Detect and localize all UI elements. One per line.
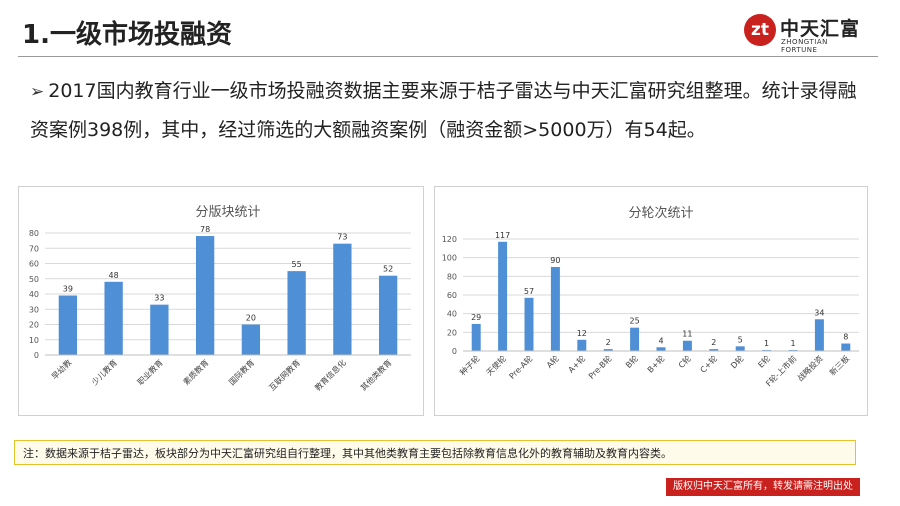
bar bbox=[150, 304, 169, 355]
y-tick-label: 0 bbox=[452, 347, 457, 356]
category-label: 国际教育 bbox=[227, 357, 257, 387]
logo-mark-icon: zt bbox=[744, 14, 776, 46]
y-tick-label: 100 bbox=[442, 254, 457, 263]
bar bbox=[577, 339, 587, 351]
bar bbox=[104, 281, 123, 355]
bar bbox=[333, 243, 352, 355]
sector-chart: 分版块统计 0 10 20 30 40 50 60 70 80 39 早幼教 48 少儿教育 33 职业教育 7… bbox=[18, 186, 424, 416]
bar bbox=[735, 346, 745, 351]
bar bbox=[195, 236, 215, 355]
data-label: 25 bbox=[630, 317, 640, 326]
category-label: B轮 bbox=[623, 353, 640, 370]
intro-text: 2017国内教育行业一级市场投融资数据主要来源于桔子雷达与中天汇富研究组整理。统… bbox=[30, 80, 857, 141]
bar bbox=[656, 347, 666, 351]
y-tick-label: 30 bbox=[29, 305, 39, 314]
data-label: 2 bbox=[606, 338, 611, 347]
data-label: 11 bbox=[682, 330, 692, 339]
data-label: 78 bbox=[200, 225, 210, 234]
source-note: 注：数据来源于桔子雷达，板块部分为中天汇富研究组自行整理，其中其他类教育主要包括… bbox=[14, 440, 856, 465]
category-label: 天使轮 bbox=[484, 353, 508, 377]
y-tick-label: 60 bbox=[29, 260, 39, 269]
bar bbox=[471, 323, 481, 351]
data-label: 48 bbox=[109, 271, 119, 280]
bar bbox=[287, 271, 306, 355]
category-label: 种子轮 bbox=[458, 353, 482, 377]
y-tick-label: 10 bbox=[29, 336, 39, 345]
y-tick-label: 0 bbox=[34, 351, 39, 360]
y-tick-label: 120 bbox=[442, 235, 457, 244]
y-tick-label: 50 bbox=[29, 275, 39, 284]
category-label: C+轮 bbox=[698, 353, 719, 374]
y-tick-label: 80 bbox=[29, 229, 39, 238]
bar bbox=[603, 349, 613, 351]
bullet-arrow-icon: ➢ bbox=[30, 82, 45, 102]
category-label: 教育信息化 bbox=[312, 357, 347, 392]
category-label: Pre-A轮 bbox=[507, 353, 535, 381]
data-label: 12 bbox=[577, 329, 587, 338]
bar bbox=[498, 241, 508, 351]
category-label: A轮 bbox=[544, 353, 561, 370]
data-label: 117 bbox=[495, 231, 510, 240]
data-label: 5 bbox=[738, 335, 743, 344]
bar bbox=[814, 319, 824, 351]
data-label: 55 bbox=[292, 260, 302, 269]
logo-text-cn: 中天汇富 bbox=[780, 18, 861, 40]
title-divider bbox=[18, 56, 878, 57]
data-label: 34 bbox=[814, 308, 824, 317]
category-label: 素质教育 bbox=[181, 357, 211, 387]
category-label: 互联网教育 bbox=[267, 357, 302, 392]
category-label: 职业教育 bbox=[135, 357, 165, 387]
intro-paragraph: ➢ 2017国内教育行业一级市场投融资数据主要来源于桔子雷达与中天汇富研究组整理。… bbox=[30, 72, 860, 149]
data-label: 90 bbox=[550, 256, 560, 265]
data-label: 1 bbox=[764, 339, 769, 348]
category-label: 其他类教育 bbox=[358, 357, 393, 392]
bar bbox=[709, 349, 719, 351]
chart-title: 分版块统计 bbox=[195, 205, 260, 220]
page-title: 1.一级市场投融资 bbox=[22, 20, 232, 50]
bar bbox=[58, 295, 78, 355]
company-logo: zt 中天汇富 ZHONGTIAN FORTUNE bbox=[744, 14, 864, 54]
category-label: C轮 bbox=[676, 353, 693, 370]
data-label: 29 bbox=[471, 313, 481, 322]
round-chart-svg: 分轮次统计 0 20 40 60 80 100 120 29 种子轮 117 天使轮 57 Pre-A轮 9… bbox=[442, 205, 859, 388]
y-tick-label: 20 bbox=[447, 328, 457, 337]
copyright-footer: 版权归中天汇富所有，转发请需注明出处 bbox=[666, 478, 860, 496]
data-label: 20 bbox=[246, 314, 256, 323]
bar bbox=[241, 324, 261, 355]
category-label: E轮 bbox=[756, 353, 772, 369]
bar bbox=[841, 343, 851, 351]
y-tick-label: 60 bbox=[447, 291, 457, 300]
category-label: D轮 bbox=[729, 353, 746, 370]
category-label: B+轮 bbox=[645, 353, 666, 374]
data-label: 33 bbox=[154, 294, 164, 303]
logo-text-en: ZHONGTIAN FORTUNE bbox=[781, 38, 828, 54]
data-label: 39 bbox=[63, 285, 73, 294]
bar bbox=[378, 275, 398, 355]
category-label: 早幼教 bbox=[49, 357, 73, 381]
data-label: 1 bbox=[790, 339, 795, 348]
data-label: 57 bbox=[524, 287, 534, 296]
y-tick-label: 20 bbox=[29, 321, 39, 330]
bar bbox=[524, 297, 534, 351]
y-tick-label: 40 bbox=[29, 290, 39, 299]
category-label: A+轮 bbox=[566, 353, 587, 374]
category-label: Pre-B轮 bbox=[586, 353, 613, 380]
sector-chart-svg: 分版块统计 0 10 20 30 40 50 60 70 80 39 早幼教 48 少儿教育 33 职业教育 7… bbox=[29, 205, 411, 393]
bar bbox=[630, 327, 640, 351]
category-label: 新三板 bbox=[827, 353, 851, 377]
data-label: 52 bbox=[383, 265, 393, 274]
data-label: 8 bbox=[843, 333, 848, 342]
y-tick-label: 70 bbox=[29, 244, 39, 253]
round-chart: 分轮次统计 0 20 40 60 80 100 120 29 种子轮 117 天使轮 57 Pre-A轮 9… bbox=[434, 186, 868, 416]
y-tick-label: 80 bbox=[447, 272, 457, 281]
category-label: 少儿教育 bbox=[89, 357, 119, 387]
chart-title: 分轮次统计 bbox=[628, 205, 693, 221]
data-label: 2 bbox=[711, 338, 716, 347]
category-label: 战略投资 bbox=[795, 353, 825, 383]
data-label: 4 bbox=[658, 336, 663, 345]
y-tick-label: 40 bbox=[447, 310, 457, 319]
bar bbox=[682, 340, 692, 351]
bar bbox=[550, 267, 560, 351]
data-label: 73 bbox=[337, 233, 347, 242]
